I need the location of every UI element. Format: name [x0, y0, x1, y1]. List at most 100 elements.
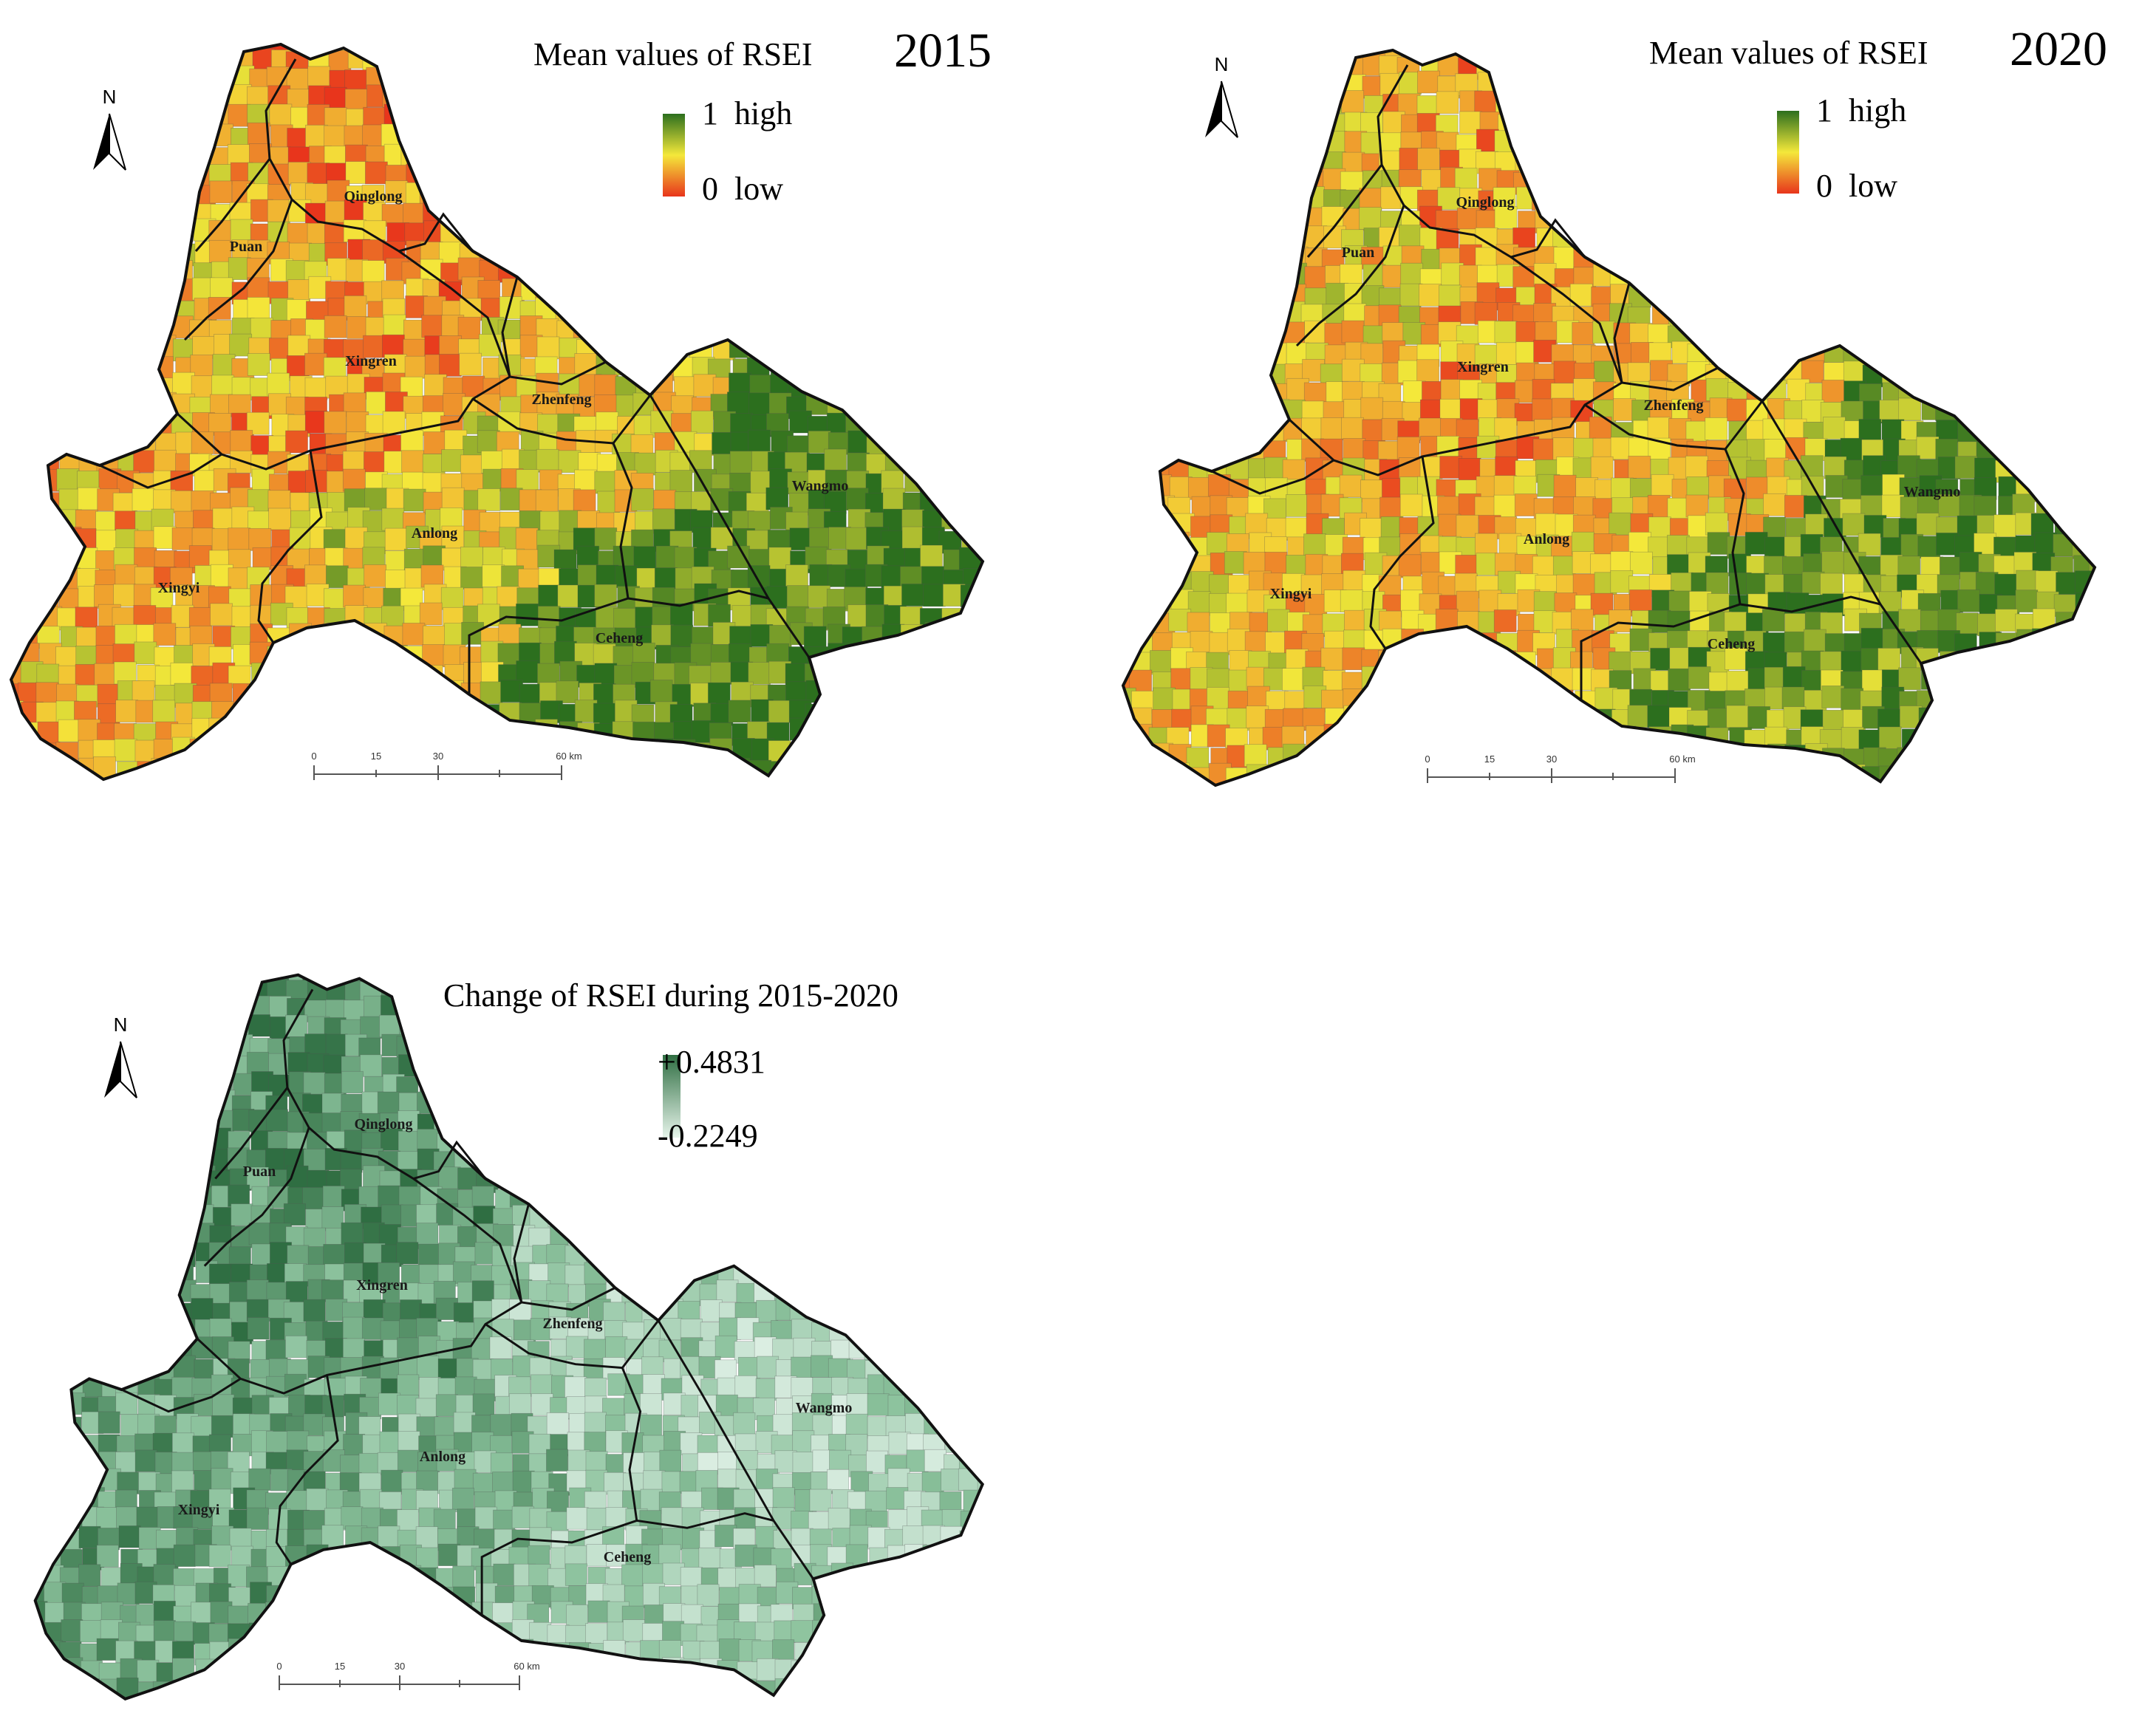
region-cell: [1170, 417, 1193, 441]
region-cell: [210, 1016, 233, 1039]
region-cell: [1996, 688, 2019, 712]
region-cell: [1670, 92, 1693, 115]
region-cell: [942, 372, 965, 396]
region-cell: [1994, 343, 2018, 366]
region-cell: [1994, 152, 2017, 175]
region-cell: [1244, 72, 1268, 95]
region-cell: [132, 780, 154, 802]
region-cell: [959, 1169, 982, 1192]
region-cell: [536, 109, 560, 132]
region-cell: [1148, 342, 1172, 365]
region-cell: [1934, 340, 1958, 363]
region-cell: [324, 608, 347, 631]
region-cell: [11, 357, 21, 380]
legend-color-ramp: [663, 114, 685, 197]
region-cell: [74, 44, 97, 55]
region-cell: [1744, 531, 1768, 555]
region-cell: [457, 316, 481, 340]
region-cell: [845, 723, 869, 746]
region-cell: [39, 222, 62, 246]
region-cell: [498, 781, 520, 803]
region-cell: [828, 798, 850, 820]
region-cell: [978, 358, 983, 381]
region-cell: [922, 410, 946, 434]
region-cell: [1381, 704, 1405, 728]
region-cell: [1128, 50, 1151, 61]
region-cell: [40, 104, 64, 128]
region-cell: [765, 295, 789, 319]
region-cell: [1534, 57, 1557, 81]
region-cell: [1286, 187, 1310, 211]
region-cell: [1957, 54, 1980, 78]
region-cell: [21, 761, 44, 779]
region-cell: [921, 997, 944, 1019]
region-cell: [1935, 225, 1959, 249]
region-cell: [11, 454, 21, 478]
region-cell: [40, 46, 64, 69]
region-cell: [1401, 671, 1424, 694]
region-cell: [1976, 401, 2000, 424]
region-cell: [441, 487, 465, 510]
region-cell: [11, 415, 21, 439]
region-cell: [61, 1130, 84, 1153]
region-cell: [35, 1110, 44, 1132]
region-cell: [1803, 301, 1827, 325]
region-cell: [958, 1150, 981, 1173]
region-cell: [443, 143, 466, 167]
region-cell: [962, 474, 983, 496]
region-cell: [2090, 323, 2095, 346]
region-cell: [1186, 264, 1209, 288]
region-cell: [1534, 94, 1558, 117]
region-cell: [439, 354, 462, 377]
region-cell: [44, 1018, 67, 1041]
region-cell: [803, 84, 827, 108]
region-cell: [1495, 666, 1518, 690]
region-cell: [77, 281, 100, 304]
region-cell: [80, 1052, 103, 1076]
region-cell: [120, 1130, 143, 1152]
region-cell: [1204, 186, 1228, 210]
region-cell: [2091, 265, 2095, 289]
region-cell: [941, 1019, 964, 1042]
region-cell: [423, 295, 446, 319]
region-cell: [78, 376, 101, 399]
region-cell: [847, 165, 871, 189]
region-cell: [1976, 225, 1999, 249]
region-cell: [362, 124, 385, 148]
region-cell: [1801, 244, 1824, 267]
region-cell: [770, 761, 793, 779]
region-cell: [588, 1033, 611, 1056]
region-cell: [1244, 631, 1268, 655]
region-cell: [1189, 438, 1212, 461]
region-cell: [848, 1071, 871, 1094]
region-cell: [493, 1015, 516, 1038]
region-cell: [1552, 114, 1575, 137]
region-cell: [463, 83, 487, 107]
region-cell: [1977, 669, 2001, 693]
region-cell: [1170, 383, 1194, 407]
region-cell: [2053, 764, 2076, 785]
region-cell: [1742, 75, 1766, 99]
region-cell: [1153, 687, 1176, 711]
region-cell: [1575, 207, 1597, 230]
region-cell: [1132, 747, 1155, 770]
region-cell: [790, 276, 813, 300]
region-cell: [1937, 92, 1959, 115]
region-cell: [1495, 729, 1518, 753]
region-cell: [2093, 611, 2095, 635]
region-cell: [690, 410, 714, 434]
region-cell: [498, 161, 522, 185]
region-cell: [115, 564, 138, 587]
region-cell: [1123, 189, 1136, 213]
region-cell: [1533, 263, 1557, 286]
region-cell: [866, 1019, 889, 1042]
region-cell: [1493, 475, 1517, 499]
region-cell: [35, 682, 59, 705]
region-cell: [2051, 95, 2074, 118]
region-cell: [519, 742, 542, 766]
region-cell: [473, 1132, 496, 1156]
region-cell: [692, 219, 715, 243]
region-cell: [1495, 763, 1518, 785]
region-cell: [1858, 533, 1881, 556]
region-cell: [510, 1169, 533, 1192]
